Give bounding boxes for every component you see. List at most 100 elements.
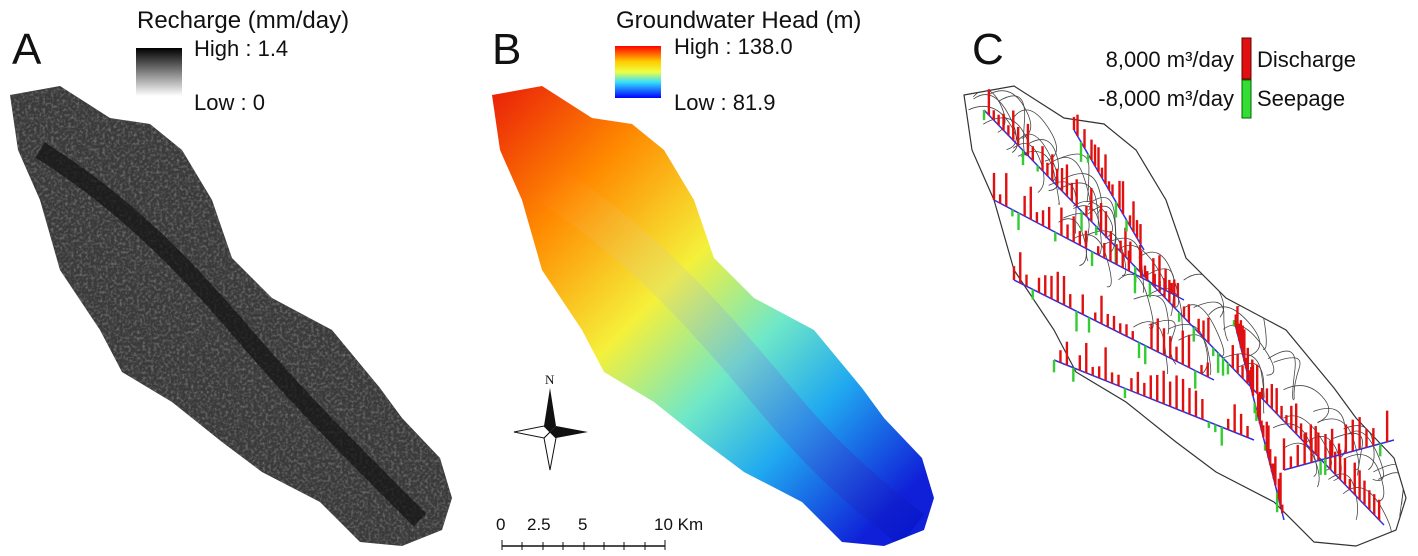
discharge-bar [1277,478,1281,500]
discharge-bar [1258,391,1262,424]
legend-swatch [1241,79,1252,119]
discharge-bar [997,114,1000,126]
seepage-bar [1137,342,1141,359]
discharge-bar [1265,421,1268,452]
discharge-bar [1169,336,1172,359]
seepage-bar [1090,251,1094,267]
discharge-bar [1099,203,1103,232]
discharge-bar [1343,458,1347,485]
discharge-bar [1149,375,1152,399]
subbasin-outline [973,94,1017,150]
discharge-bar [1069,294,1072,309]
seepage-bar [1079,142,1083,162]
discharge-bar [1065,164,1069,197]
discharge-bar [1072,116,1076,130]
north-arrow: N [513,372,588,471]
discharge-bar [1031,146,1034,161]
discharge-bar [1139,250,1143,278]
discharge-bar [1372,428,1375,446]
discharge-bar [1241,325,1244,355]
discharge-bar [992,110,995,121]
seepage-bar [1114,202,1118,218]
panel-label: A [12,25,42,74]
seepage-bar [1072,367,1075,382]
discharge-bar [1121,252,1124,268]
discharge-bar [1059,350,1062,363]
discharge-bar [1170,282,1173,294]
seepage-bar [1036,165,1039,172]
discharge-bar [1251,364,1255,396]
discharge-bar [1104,347,1107,381]
discharge-bar [1153,273,1156,288]
discharge-bar [1097,147,1100,172]
seepage-bar [1192,327,1195,342]
discharge-bar [1070,182,1074,202]
seepage-bar [1125,220,1128,232]
subbasin-outline [1193,301,1229,342]
discharge-bar [1269,449,1272,465]
discharge-bar [1250,366,1253,389]
discharge-bar [1128,215,1132,226]
discharge-bar [1337,443,1341,455]
panel-b: B Groundwater Head (m) High : 138.0 Low … [492,7,934,550]
discharge-bar [1152,258,1155,284]
discharge-bar [1279,472,1282,507]
discharge-bar [1025,274,1028,287]
discharge-bar [1081,294,1084,315]
scale-label: 5 [578,515,587,534]
discharge-bar [1109,231,1113,242]
discharge-bar [1093,144,1097,166]
discharge-bar [1062,276,1066,305]
seepage-bar [1011,209,1014,217]
discharge-bar [1106,313,1109,327]
seepage-bar [1021,150,1025,166]
discharge-bar [1282,438,1286,470]
scale-label: 0 [496,515,505,534]
discharge-bar [1056,271,1059,302]
discharge-bar [1007,125,1010,136]
discharge-bar [1097,366,1101,379]
discharge-bar [1270,384,1274,409]
discharge-bar [1091,366,1094,376]
scale-bar: 0 2.5 5 10 Km [496,515,703,550]
discharge-bar [1100,167,1104,178]
discharge-bar [1353,462,1356,495]
discharge-bar [1363,480,1366,505]
discharge-bar [1334,451,1337,475]
discharge-bar [1246,347,1249,376]
discharge-bar [1029,186,1032,220]
discharge-bar [1265,388,1269,404]
discharge-bar [1206,362,1209,377]
discharge-bar [1078,355,1082,371]
discharge-bar [1117,374,1120,386]
discharge-bar [1260,420,1263,431]
discharge-bar [1338,449,1342,480]
discharge-bar [1365,429,1368,448]
discharge-bar [1256,393,1260,417]
discharge-bar [1176,282,1180,297]
discharge-bar [1084,230,1088,249]
seepage-bar [1212,347,1215,357]
legend-amount: 8,000 m³/day [1106,47,1234,72]
discharge-bar [1090,187,1093,222]
legend-low: Low : 0 [194,90,265,115]
discharge-bar [1299,423,1303,439]
discharge-bar [1202,320,1205,338]
seepage-bar [1207,421,1211,428]
legend-item: Seepage [1257,86,1345,111]
subbasin-outline [1148,319,1177,365]
subbasin-outline [968,106,1018,153]
discharge-bar [998,194,1002,204]
discharge-bar [1197,318,1200,333]
discharge-bar [1236,354,1239,374]
discharge-bar [1023,195,1026,217]
legend-title: Recharge (mm/day) [137,7,349,34]
seepage-bar [982,110,986,121]
seepage-bar [1017,212,1020,231]
subbasin-outline [1073,205,1102,256]
discharge-bar [1115,244,1118,265]
subbasin-outline [1238,362,1265,414]
discharge-bar [1274,456,1277,486]
seepage-bar [1075,311,1078,332]
discharge-bar [1231,345,1234,369]
